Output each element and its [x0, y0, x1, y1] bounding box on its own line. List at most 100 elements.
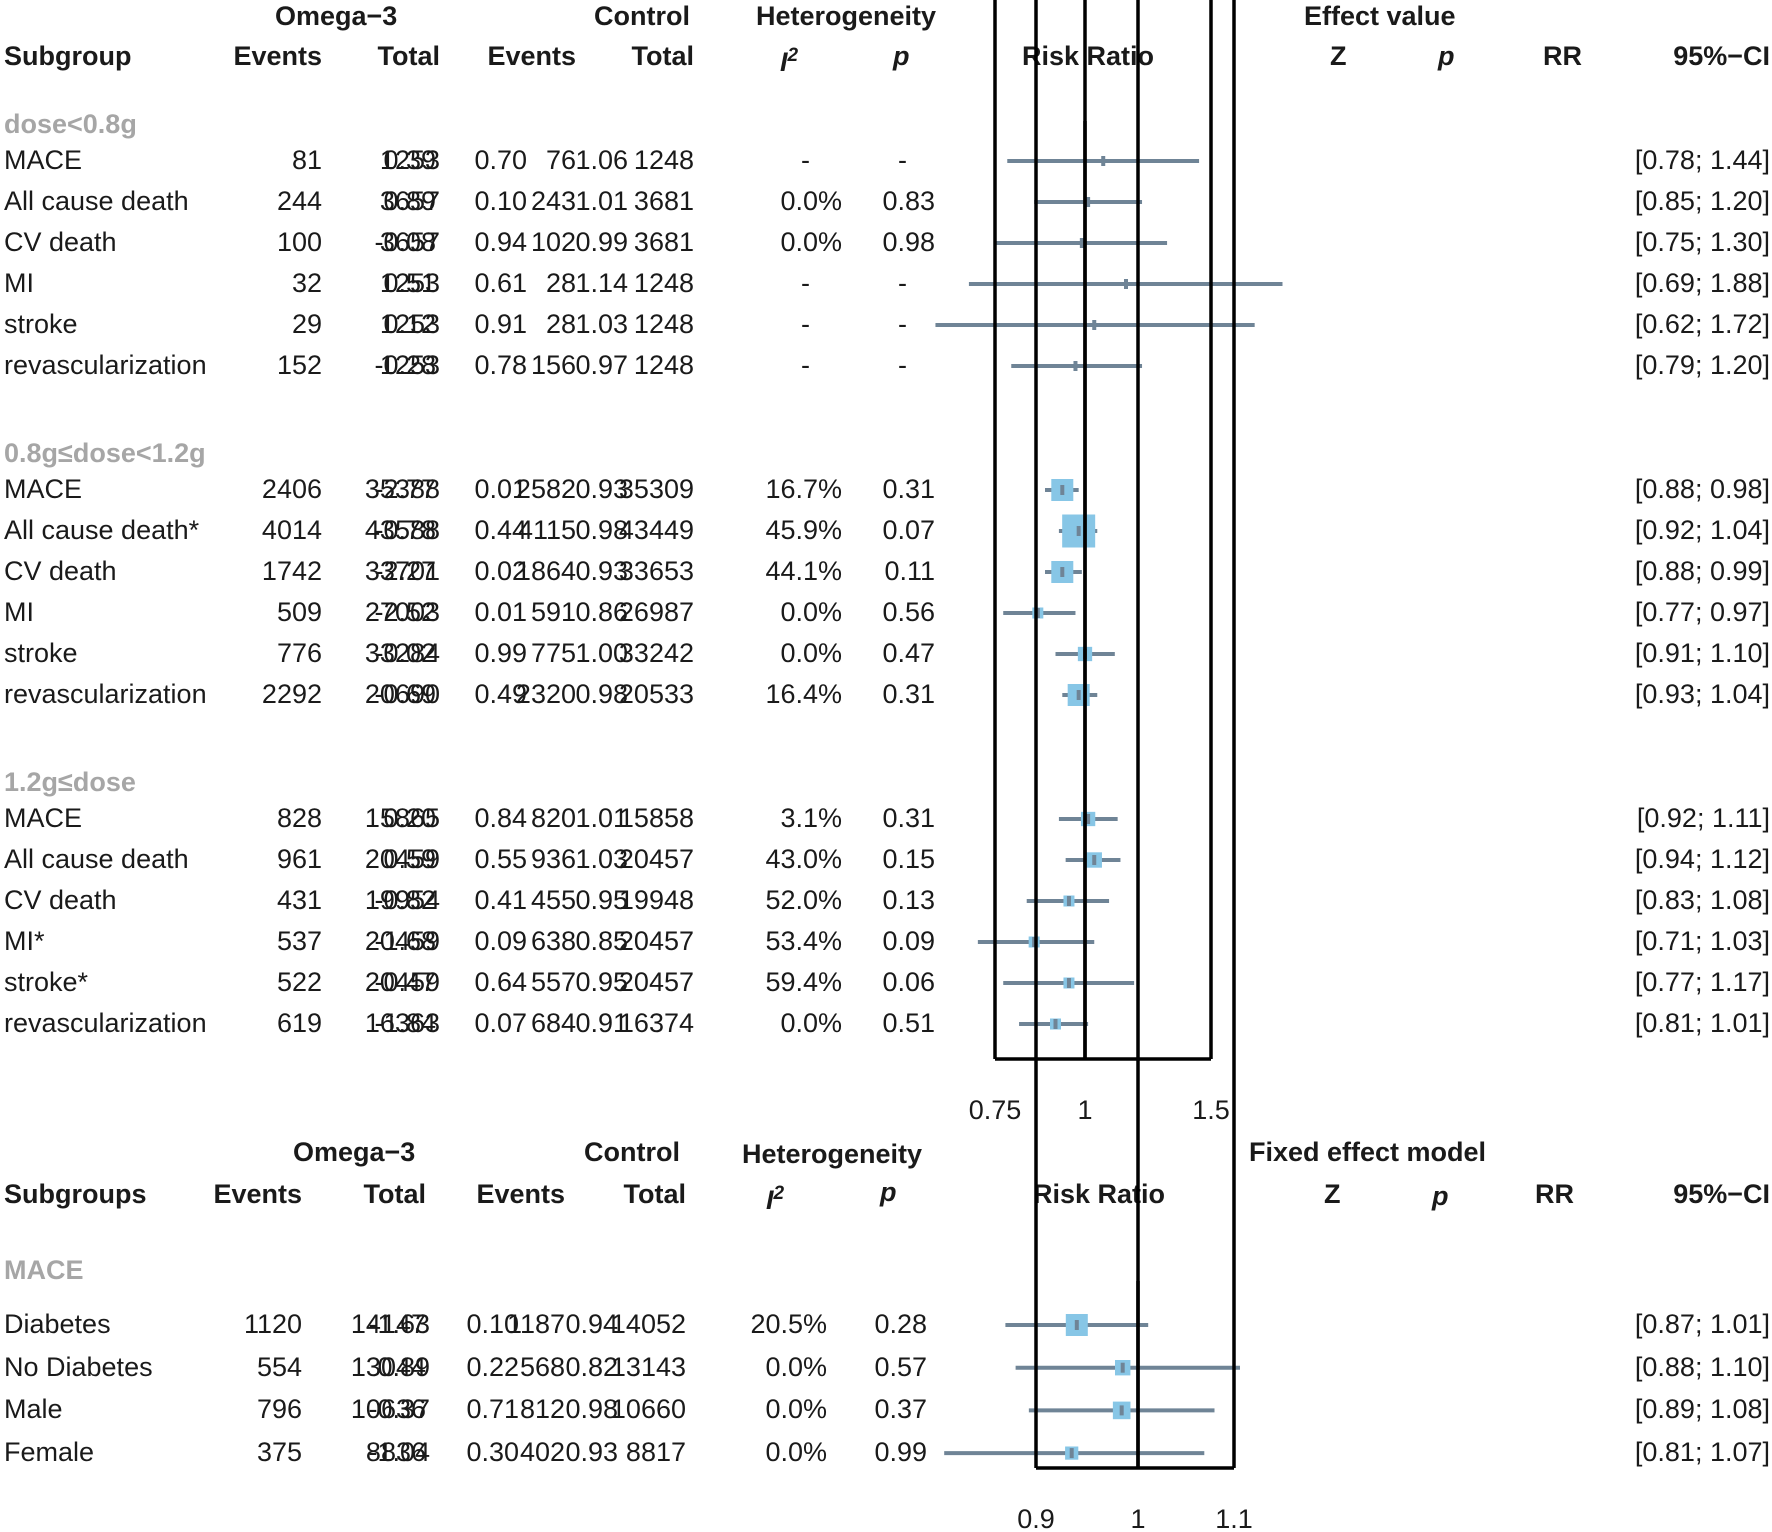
row-rr: 1.06 — [575, 145, 628, 175]
point-estimate — [1076, 690, 1081, 700]
row-rr: 1.00 — [575, 638, 628, 668]
p1-heterogeneity-header: Heterogeneity — [756, 1, 937, 31]
point-estimate — [1074, 1320, 1079, 1330]
row-omega3-total: 1253 — [379, 350, 440, 380]
row-ci: [0.83; 1.08] — [1634, 885, 1770, 915]
row-control-events: 102 — [530, 227, 576, 257]
row-omega3-events: 1120 — [243, 1309, 302, 1339]
row-p: 0.22 — [466, 1351, 519, 1382]
p1-subgroup-header: Subgroup — [4, 41, 132, 71]
row-control-total: 10660 — [610, 1394, 686, 1425]
row-control-total: 15858 — [618, 803, 694, 833]
row-control-events: 156 — [530, 350, 576, 380]
p1-ci-header: 95%−CI — [1673, 41, 1770, 71]
row-ci: [0.87; 1.01] — [1634, 1309, 1770, 1339]
row-omega3-total: 1253 — [379, 309, 440, 339]
row-name: stroke — [4, 309, 78, 339]
row-omega3-events: 828 — [276, 803, 322, 833]
row-z: 0.89 — [383, 186, 436, 216]
row-control-total: 19948 — [618, 885, 694, 915]
row-omega3-events: 100 — [276, 227, 322, 257]
row-rr: 1.01 — [575, 186, 628, 216]
row-omega3-total: 13044 — [350, 1351, 426, 1382]
row-rr: 0.97 — [575, 350, 628, 380]
row-control-total: 8817 — [625, 1437, 686, 1468]
row-heterogeneity-p: 0.31 — [882, 679, 935, 709]
row-ci: [0.92; 1.04] — [1634, 515, 1770, 545]
row-omega3-events: 776 — [276, 638, 322, 668]
row-ci: [0.88; 0.98] — [1634, 474, 1770, 504]
row-name: MACE — [4, 474, 83, 504]
p2-p-header: p — [880, 1177, 897, 1207]
p1-group-label: 0.8g≤dose<1.2g — [4, 438, 206, 468]
row-i2: 20.5% — [750, 1309, 827, 1339]
row-i2: - — [801, 309, 810, 339]
p1-rr-header: RR — [1543, 41, 1582, 71]
row-control-total: 3681 — [633, 227, 694, 257]
row-z: -0.69 — [374, 679, 436, 709]
p1-control-events-header: Events — [487, 41, 576, 71]
row-i2: 0.0% — [765, 1394, 827, 1425]
row-p: 0.10 — [466, 1309, 519, 1339]
row-heterogeneity-p: 0.28 — [874, 1309, 927, 1339]
row-name: No Diabetes — [4, 1351, 153, 1382]
p1-z-header: Z — [1330, 41, 1347, 71]
row-heterogeneity-p: - — [898, 268, 907, 298]
row-heterogeneity-p: 0.51 — [882, 1008, 935, 1038]
row-name: revascularization — [4, 1008, 207, 1038]
row-omega3-total: 1253 — [379, 268, 440, 298]
row-control-total: 1248 — [633, 145, 694, 175]
row-p: 0.01 — [474, 474, 527, 504]
row-control-events: 936 — [530, 844, 576, 874]
row-i2: 16.7% — [765, 474, 842, 504]
row-rr: 0.98 — [565, 1394, 618, 1425]
row-omega3-total: 3657 — [379, 186, 440, 216]
row-heterogeneity-p: 0.98 — [882, 227, 935, 257]
row-heterogeneity-p: 0.57 — [874, 1351, 927, 1382]
point-estimate — [1086, 814, 1091, 824]
row-z: -0.37 — [368, 1394, 430, 1425]
row-z: 0.59 — [383, 844, 436, 874]
row-z: 0.20 — [383, 803, 436, 833]
p2-rr-header: RR — [1535, 1179, 1574, 1209]
row-omega3-events: 537 — [276, 926, 322, 956]
p1-control-header: Control — [594, 1, 690, 31]
row-omega3-events: 509 — [276, 597, 322, 627]
row-i2: 0.0% — [780, 1008, 842, 1038]
row-rr: 0.82 — [565, 1351, 618, 1382]
row-z: -2.27 — [374, 556, 436, 586]
p2-i2-header: I2 — [766, 1183, 785, 1215]
row-omega3-total: 1253 — [379, 145, 440, 175]
row-z: -1.84 — [374, 1008, 436, 1038]
p2-control-events-header: Events — [476, 1179, 565, 1209]
row-control-events: 557 — [530, 967, 576, 997]
row-i2: 0.0% — [765, 1437, 827, 1468]
row-control-events: 4115 — [517, 515, 576, 545]
row-z: 0.39 — [383, 145, 436, 175]
row-omega3-total: 20690 — [364, 679, 440, 709]
row-p: 0.78 — [474, 350, 527, 380]
point-estimate — [1060, 485, 1065, 495]
row-omega3-events: 619 — [276, 1008, 322, 1038]
row-heterogeneity-p: 0.56 — [882, 597, 935, 627]
row-p: 0.61 — [474, 268, 527, 298]
p1-effect-header: Effect value — [1304, 1, 1456, 31]
row-rr: 1.03 — [575, 844, 628, 874]
row-omega3-events: 375 — [256, 1437, 302, 1468]
row-omega3-total: 43588 — [364, 515, 440, 545]
row-control-total: 1248 — [633, 350, 694, 380]
row-omega3-total: 33284 — [364, 638, 440, 668]
row-omega3-events: 29 — [291, 309, 322, 339]
row-heterogeneity-p: 0.13 — [882, 885, 935, 915]
point-estimate — [1076, 526, 1081, 536]
row-p: 0.64 — [474, 967, 527, 997]
row-control-events: 684 — [530, 1008, 576, 1038]
row-p: 0.70 — [474, 145, 527, 175]
row-control-total: 20533 — [618, 679, 694, 709]
row-omega3-total: 35388 — [364, 474, 440, 504]
p2-control-total-header: Total — [623, 1179, 687, 1209]
p2-control-header: Control — [584, 1137, 680, 1167]
row-ci: [0.85; 1.20] — [1634, 186, 1770, 216]
row-ci: [0.88; 0.99] — [1634, 556, 1770, 586]
row-z: -1.04 — [368, 1437, 430, 1468]
